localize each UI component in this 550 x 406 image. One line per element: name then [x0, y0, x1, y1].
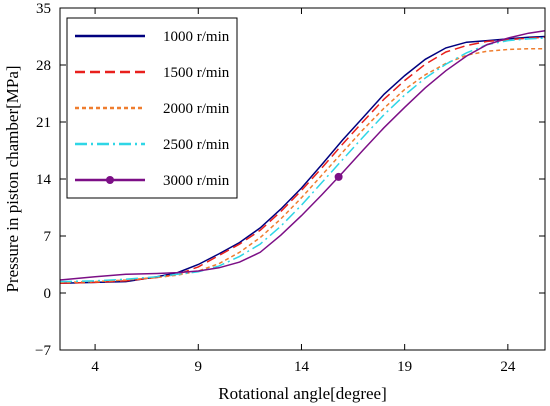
y-tick-label: 0 [44, 286, 52, 302]
x-tick-label: 4 [91, 359, 99, 375]
series-line-4 [59, 37, 546, 283]
x-tick-label: 24 [500, 359, 516, 375]
y-tick-label: 7 [44, 229, 52, 245]
legend-label-3: 2000 r/min [163, 101, 230, 117]
y-tick-label: 28 [36, 58, 51, 74]
series-marker-5 [334, 172, 343, 181]
x-tick-label: 9 [195, 359, 203, 375]
legend-marker-5 [106, 176, 114, 184]
y-tick-label: −7 [35, 343, 51, 359]
legend-label-2: 1500 r/min [163, 65, 230, 81]
x-axis-label: Rotational angle[degree] [218, 384, 387, 403]
y-tick-label: 35 [36, 1, 51, 17]
legend-label-1: 1000 r/min [163, 29, 230, 45]
y-tick-label: 21 [36, 115, 51, 131]
x-tick-label: 19 [397, 359, 412, 375]
plot-lines [59, 30, 546, 284]
y-tick-label: 14 [36, 172, 52, 188]
legend-label-4: 2500 r/min [163, 137, 230, 153]
legend-label-5: 3000 r/min [163, 173, 230, 189]
x-tick-label: 14 [294, 359, 310, 375]
legend: 1000 r/min 1500 r/min 2000 r/min 2500 r/min… [66, 17, 238, 199]
series-line-1 [59, 35, 546, 284]
legend-box [66, 17, 238, 199]
series-line-3 [59, 47, 545, 284]
plot-frame [59, 7, 546, 351]
y-axis-label: Pressure in piston chamber[MPa] [3, 65, 22, 292]
series-line-5 [59, 30, 546, 281]
